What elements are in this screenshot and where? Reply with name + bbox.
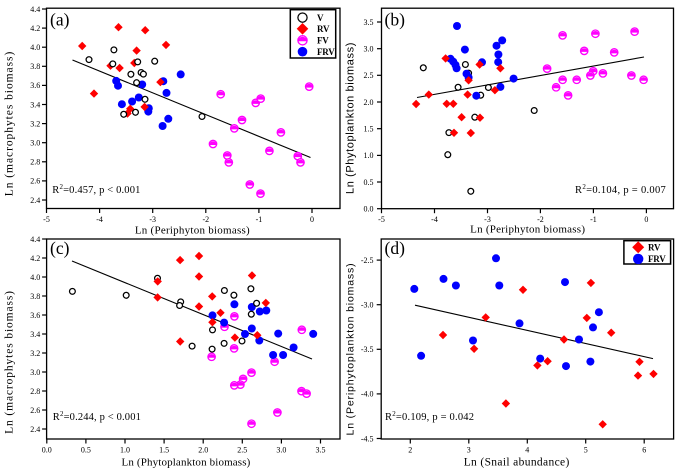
svg-text:2.6: 2.6 [30,406,40,415]
svg-text:Ln (Periphyton biomass): Ln (Periphyton biomass) [135,224,250,236]
svg-text:R2=0.109, p = 0.042: R2=0.109, p = 0.042 [385,410,474,423]
svg-text:-2.5: -2.5 [361,256,374,265]
svg-text:2.0: 2.0 [198,446,208,455]
svg-text:3.8: 3.8 [30,62,40,71]
svg-text:FV: FV [317,36,329,46]
svg-text:2.0: 2.0 [364,98,374,107]
svg-text:0: 0 [310,215,314,224]
svg-text:3.6: 3.6 [30,81,40,90]
svg-text:-2: -2 [537,215,544,224]
svg-text:3.0: 3.0 [364,45,374,54]
svg-text:-4.5: -4.5 [361,434,374,443]
svg-text:5: 5 [584,446,588,455]
svg-text:RV: RV [648,242,661,252]
svg-text:(b): (b) [385,9,406,29]
svg-text:4.4: 4.4 [30,235,40,244]
svg-text:Ln (Periphyton biomass): Ln (Periphyton biomass) [470,224,585,236]
svg-text:2.4: 2.4 [30,425,40,434]
svg-text:0.5: 0.5 [364,178,374,187]
svg-text:0: 0 [644,215,648,224]
svg-text:R2=0.104, p = 0.007: R2=0.104, p = 0.007 [575,183,666,196]
svg-text:4.4: 4.4 [30,5,40,14]
svg-text:2.4: 2.4 [30,196,40,205]
svg-text:2.6: 2.6 [30,177,40,186]
svg-text:2.8: 2.8 [30,158,40,167]
svg-text:(d): (d) [385,238,406,258]
svg-text:R2=0.457, p < 0.001: R2=0.457, p < 0.001 [52,183,140,196]
svg-text:2.5: 2.5 [237,446,247,455]
svg-text:-3.0: -3.0 [361,301,374,310]
svg-text:3.0: 3.0 [276,446,286,455]
svg-text:-4.0: -4.0 [361,390,374,399]
svg-text:-5: -5 [378,215,385,224]
svg-text:-5: -5 [43,215,50,224]
svg-text:(a): (a) [50,10,70,30]
svg-text:3.0: 3.0 [30,368,40,377]
svg-text:Ln (macrophytes biomass): Ln (macrophytes biomass) [4,290,16,434]
svg-text:Ln (Phytoplankton biomass): Ln (Phytoplankton biomass) [345,42,357,194]
svg-text:1.5: 1.5 [364,125,374,134]
svg-text:R2=0.244, p < 0.001: R2=0.244, p < 0.001 [53,410,141,423]
svg-text:6: 6 [642,446,646,455]
svg-text:-3.5: -3.5 [361,345,374,354]
svg-text:4: 4 [525,446,529,455]
svg-text:3.6: 3.6 [30,311,40,320]
svg-text:3: 3 [467,446,471,455]
svg-text:Ln (macrophytes biomass): Ln (macrophytes biomass) [4,51,16,196]
svg-text:0.5: 0.5 [81,446,91,455]
svg-text:FRV: FRV [317,47,335,57]
svg-text:1.5: 1.5 [159,446,169,455]
svg-text:4.2: 4.2 [30,254,40,263]
svg-text:3.2: 3.2 [30,349,40,358]
svg-text:-4: -4 [431,215,438,224]
svg-text:-4: -4 [96,215,103,224]
svg-text:0.0: 0.0 [364,205,374,214]
svg-text:3.2: 3.2 [30,119,40,128]
svg-text:4.2: 4.2 [30,24,40,33]
svg-text:1.0: 1.0 [364,151,374,160]
svg-text:2.8: 2.8 [30,387,40,396]
svg-text:Ln (Snail abundance): Ln (Snail abundance) [464,456,570,468]
svg-text:RV: RV [317,24,330,34]
svg-text:3.5: 3.5 [364,18,374,27]
svg-text:-1: -1 [256,215,263,224]
svg-text:1.0: 1.0 [120,446,130,455]
svg-text:-3: -3 [149,215,156,224]
svg-text:3.4: 3.4 [30,100,40,109]
svg-text:Ln (Periphytoplankton biomass): Ln (Periphytoplankton biomass) [345,263,357,436]
svg-text:3.4: 3.4 [30,330,40,339]
svg-text:0.0: 0.0 [42,446,52,455]
svg-text:3.8: 3.8 [30,292,40,301]
svg-text:-2: -2 [202,215,209,224]
svg-text:-3: -3 [484,215,491,224]
svg-text:-1: -1 [590,215,597,224]
svg-text:2: 2 [408,446,412,455]
svg-text:FRV: FRV [648,254,666,264]
svg-text:4.0: 4.0 [30,43,40,52]
svg-text:4.0: 4.0 [30,273,40,282]
svg-text:3.0: 3.0 [30,139,40,148]
svg-text:V: V [317,13,324,23]
svg-text:2.5: 2.5 [364,71,374,80]
svg-text:(c): (c) [50,238,70,258]
svg-text:Ln (Phytoplankton biomass): Ln (Phytoplankton biomass) [122,456,251,468]
svg-text:3.5: 3.5 [316,446,326,455]
